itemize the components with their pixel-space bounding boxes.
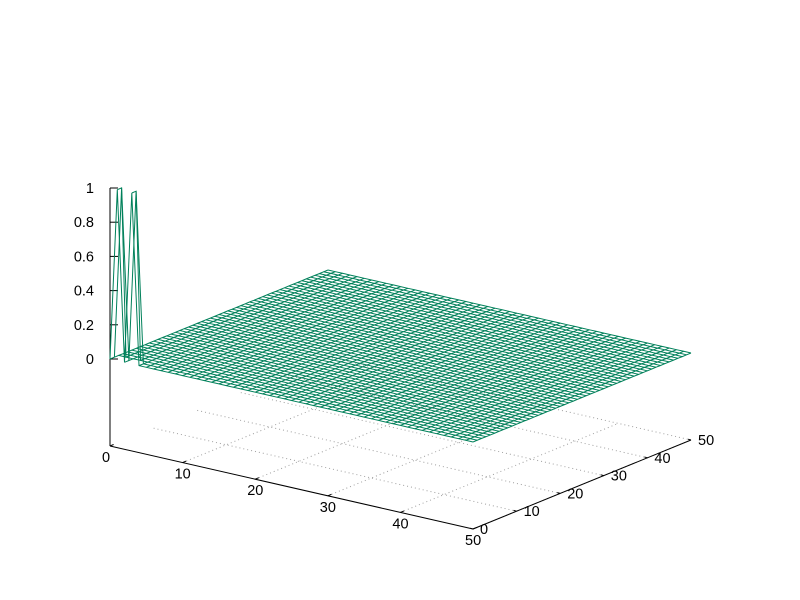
- surface-line-y: [247, 301, 467, 391]
- surface-line-y: [458, 349, 677, 440]
- surface-mesh: [109, 187, 692, 443]
- surface-line-y: [356, 325, 575, 416]
- surface-line-y: [109, 269, 329, 360]
- y-tick-label: 20: [567, 486, 583, 502]
- surface-line-y: [167, 282, 387, 373]
- surface-line-y: [472, 352, 692, 443]
- surface-line-y: [443, 345, 663, 436]
- y-axis-tick: [513, 509, 517, 512]
- surface-line-y: [131, 190, 350, 362]
- x-tick-label: 20: [247, 483, 263, 499]
- surface-line-y: [327, 319, 546, 410]
- x-tick-label: 50: [465, 533, 481, 549]
- x-axis-line: [109, 445, 474, 530]
- surface-line-y: [334, 321, 554, 411]
- surface-line-y: [138, 276, 358, 367]
- surface-line-y: [146, 277, 365, 368]
- z-tick-label: 0.6: [74, 249, 94, 265]
- surface-line-y: [218, 294, 438, 385]
- surface-line-y: [182, 286, 401, 377]
- y-axis-line: [472, 439, 692, 530]
- surface-line-y: [189, 287, 409, 378]
- surface-line-y: [298, 312, 517, 403]
- x-axis-tick: [400, 510, 405, 513]
- x-axis-tick: [472, 527, 477, 530]
- surface-line-y: [465, 350, 684, 441]
- surface-line-y: [175, 284, 394, 375]
- x-tick-label: 40: [392, 516, 408, 532]
- surface-line-y: [429, 342, 648, 433]
- floor-grid-x-line: [327, 406, 546, 497]
- y-tick-label: 50: [698, 433, 714, 449]
- y-axis-tick: [644, 456, 648, 459]
- surface-line-y: [153, 279, 372, 370]
- floor-grid-y-line: [153, 427, 517, 512]
- surface-line-y: [305, 314, 525, 405]
- x-axis-tick: [327, 493, 332, 497]
- floor-grid-x-line: [182, 373, 401, 464]
- surface-line-y: [385, 332, 605, 423]
- surface-line-y: [211, 292, 430, 383]
- y-axis-tick: [557, 492, 561, 494]
- z-tick-label: 0: [86, 352, 94, 368]
- surface-line-y: [392, 334, 612, 425]
- x-axis-tick: [109, 444, 114, 447]
- surface-line-y: [436, 344, 655, 435]
- surface-line-y: [124, 272, 343, 363]
- y-axis-tick: [469, 527, 474, 530]
- z-tick-label: 0.8: [74, 215, 94, 231]
- axes: [109, 187, 692, 530]
- x-tick-label: 30: [320, 500, 336, 516]
- y-tick-label: 40: [654, 451, 670, 467]
- z-tick-label: 1: [86, 181, 94, 197]
- surface-line-y: [371, 329, 590, 420]
- surface-line-y: [414, 339, 634, 430]
- surface-line-y: [320, 317, 539, 408]
- surface-line-y: [284, 309, 503, 400]
- floor-grid-x-line: [255, 389, 474, 480]
- y-axis-tick: [600, 474, 604, 477]
- surface-line-y: [160, 281, 379, 372]
- surface-line-y: [451, 347, 670, 438]
- surface-line-y: [342, 322, 561, 413]
- y-axis-tick: [687, 438, 692, 441]
- z-tick-label: 0.2: [74, 318, 94, 334]
- z-tick-label: 0.4: [74, 284, 94, 300]
- floor-grid-x-line: [400, 422, 619, 513]
- surface-line-y: [196, 289, 416, 380]
- surface-line-y: [400, 335, 619, 426]
- surface-line-y: [262, 304, 481, 395]
- surface-line-y: [240, 299, 459, 390]
- surface-line-y: [313, 316, 532, 406]
- surface-line-y: [407, 337, 626, 428]
- surface-line-y: [255, 302, 474, 393]
- surface-line-y: [378, 330, 597, 421]
- surface-line-y: [226, 296, 445, 387]
- x-axis-tick: [182, 460, 187, 464]
- surface-line-y: [276, 307, 496, 398]
- surface-line-y: [291, 311, 510, 401]
- y-tick-label: 0: [480, 522, 488, 538]
- surface-line-y: [204, 291, 423, 382]
- x-tick-label: 10: [175, 467, 191, 483]
- surface-line-y: [117, 187, 336, 358]
- y-tick-label: 30: [611, 469, 627, 485]
- surface-line-y: [269, 306, 488, 396]
- surface-line-y: [233, 297, 452, 388]
- surface-line-y: [363, 327, 583, 418]
- surface-line-y: [422, 340, 641, 431]
- surface-line-y: [349, 324, 568, 415]
- x-tick-label: 0: [102, 450, 110, 466]
- y-tick-label: 10: [524, 504, 540, 520]
- x-axis-tick: [255, 477, 259, 480]
